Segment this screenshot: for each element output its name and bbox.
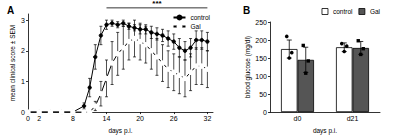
- svg-text:control: control: [190, 14, 210, 21]
- svg-text:1: 1: [21, 78, 25, 85]
- svg-text:26: 26: [170, 115, 178, 122]
- svg-text:2: 2: [37, 115, 41, 122]
- svg-text:0: 0: [263, 109, 267, 116]
- svg-text:2: 2: [21, 47, 25, 54]
- svg-text:A: A: [7, 5, 14, 16]
- svg-text:Gal: Gal: [370, 8, 381, 15]
- svg-text:days p.i.: days p.i.: [313, 127, 337, 135]
- svg-text:Gal: Gal: [190, 23, 201, 30]
- svg-text:0: 0: [26, 115, 30, 122]
- svg-text:3: 3: [21, 17, 25, 24]
- svg-text:blood glucose (mg/dl): blood glucose (mg/dl): [244, 36, 252, 98]
- svg-text:14: 14: [103, 115, 111, 122]
- svg-text:d21: d21: [347, 115, 359, 122]
- svg-text:d0: d0: [294, 115, 302, 122]
- svg-text:32: 32: [203, 115, 211, 122]
- svg-text:20: 20: [136, 115, 144, 122]
- svg-text:control: control: [333, 8, 353, 15]
- svg-text:100: 100: [255, 73, 267, 80]
- svg-text:days p.i.: days p.i.: [108, 127, 132, 135]
- svg-text:***: ***: [152, 0, 162, 8]
- svg-text:200: 200: [255, 37, 267, 44]
- svg-text:0: 0: [21, 109, 25, 116]
- svg-text:50: 50: [259, 91, 267, 98]
- svg-text:B: B: [243, 5, 250, 16]
- svg-text:250: 250: [255, 19, 267, 26]
- svg-text:8: 8: [71, 115, 75, 122]
- svg-text:mean clinical score ± SEM: mean clinical score ± SEM: [9, 25, 16, 102]
- svg-text:150: 150: [255, 55, 267, 62]
